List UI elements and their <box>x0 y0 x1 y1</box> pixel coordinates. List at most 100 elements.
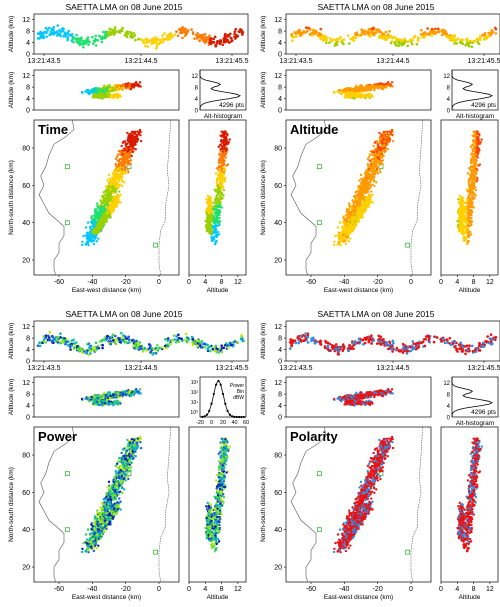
ns-alt-point <box>205 228 209 232</box>
timeline-point <box>342 42 345 46</box>
ns-alt-point <box>211 201 214 204</box>
plan-view-point <box>116 159 119 162</box>
plan-view-point <box>120 150 124 154</box>
timeline-point <box>382 36 386 40</box>
timeline-point <box>389 41 393 45</box>
timeline-point <box>186 29 190 32</box>
ns-alt-point <box>219 190 223 194</box>
plan-view-point <box>95 239 98 243</box>
plan-view-point <box>119 162 123 165</box>
plan-view-point <box>348 213 352 217</box>
ns-alt-point <box>213 204 216 208</box>
timeline-point <box>181 25 184 29</box>
timeline-point <box>71 37 74 41</box>
ew-alt-point <box>113 89 116 92</box>
plan-view-point <box>347 231 351 234</box>
plan-view-point <box>108 199 112 202</box>
ew-alt-ytick: 12 <box>22 73 30 80</box>
timeline-point <box>75 33 78 37</box>
timeline-point <box>294 32 298 35</box>
histogram-ytick: 8 <box>195 86 199 92</box>
timeline-point <box>354 36 358 40</box>
timeline-point <box>72 40 75 44</box>
plan-view-point <box>378 145 381 149</box>
plan-view-point <box>111 184 115 188</box>
timeline-point <box>417 36 420 39</box>
plan-view-point <box>132 131 136 135</box>
plan-view-point <box>96 202 99 205</box>
plan-ytick: 40 <box>22 220 30 227</box>
ns-alt-point <box>213 199 217 202</box>
plan-view-point <box>360 199 364 202</box>
plan-view-point <box>100 200 103 204</box>
timeline-point <box>458 40 462 44</box>
ns-alt-point <box>222 173 226 176</box>
timeline-point <box>223 34 227 37</box>
ns-alt-point <box>205 212 209 215</box>
timeline-point <box>167 38 170 41</box>
timeline-point <box>173 33 176 37</box>
timeline-point <box>181 36 184 40</box>
timeline-point <box>158 38 161 42</box>
plan-view-point <box>372 180 376 183</box>
timeline-point <box>388 30 391 33</box>
timeline-point <box>477 37 480 41</box>
plan-view-point <box>109 190 112 194</box>
plan-view-point <box>361 214 364 217</box>
plan-view-point <box>96 226 99 229</box>
timeline-point <box>311 34 314 37</box>
plan-view-point <box>127 170 130 174</box>
timeline-point <box>152 41 156 45</box>
ns-alt-xtick: 12 <box>234 279 242 286</box>
ns-alt-xlabel: Altitude <box>207 287 229 294</box>
ns-alt-point <box>217 204 220 207</box>
timeline-point <box>49 30 52 34</box>
timeline-point <box>146 45 150 48</box>
timeline-point <box>359 33 363 37</box>
timeline-point <box>420 28 423 32</box>
timeline-point <box>57 32 61 36</box>
timeline-point <box>98 34 101 38</box>
plan-view-point <box>115 175 119 178</box>
ew-alt-point <box>360 90 364 93</box>
ew-alt-point <box>365 84 368 87</box>
plan-view-point <box>95 215 99 219</box>
timeline-point <box>159 41 163 44</box>
ew-alt-point <box>103 84 106 88</box>
ns-alt-point <box>219 158 222 161</box>
timeline-point <box>477 42 481 46</box>
plan-view-point <box>348 204 351 207</box>
timeline-point <box>234 27 238 31</box>
timeline-point <box>41 36 44 39</box>
plan-view-point <box>381 147 385 150</box>
ew-alt-point <box>360 93 363 96</box>
ns-alt-point <box>222 169 226 173</box>
plan-view-point <box>120 175 124 179</box>
ew-alt-ylabel: Altitude (km) <box>8 72 15 108</box>
plan-view-point <box>106 191 110 195</box>
plan-ytick: 80 <box>274 146 282 153</box>
timeline-point <box>78 43 81 47</box>
plan-ytick: 40 <box>274 220 282 227</box>
timeline-point <box>61 30 65 33</box>
ew-alt-point <box>384 82 388 86</box>
plan-view-point <box>356 201 359 205</box>
timeline-point <box>155 45 159 48</box>
plan-view-point <box>118 190 121 193</box>
timeline-point <box>94 44 98 47</box>
timeline-point <box>329 39 333 43</box>
plan-view-point <box>342 238 345 241</box>
plan-view-point <box>354 191 357 194</box>
timeline-point <box>102 30 105 34</box>
ns-alt-point <box>212 225 216 228</box>
ns-alt-point <box>208 195 212 199</box>
plan-view-point <box>361 209 364 212</box>
figure-panel-time: SAETTA LMA on 08 June 201504812Altitude … <box>8 2 249 294</box>
plan-xtick: -20 <box>373 279 383 286</box>
ew-alt-point <box>345 87 348 91</box>
plan-view-point <box>379 170 382 174</box>
plan-view-point <box>129 147 133 150</box>
plan-view-point <box>363 178 366 181</box>
timeline-point <box>308 33 312 36</box>
timeline-point <box>52 32 56 36</box>
